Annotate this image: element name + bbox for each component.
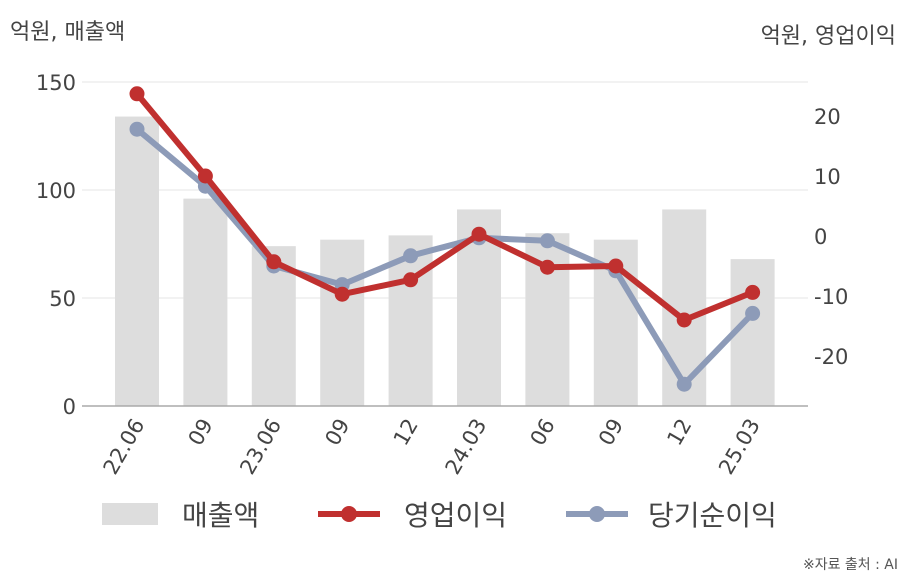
left-tick-label: 150 [36,71,76,95]
legend-label-operating-profit: 영업이익 [404,499,507,532]
x-tick-label: 09 [184,415,218,450]
operating-profit-point-7 [608,258,624,274]
net-income-point-8 [676,376,692,392]
right-tick-label: 0 [814,225,827,249]
operating-profit-point-4 [403,272,419,288]
legend-swatch-revenue [102,503,158,525]
legend-label-revenue: 매출액 [182,499,259,532]
operating-profit-line [134,90,756,323]
x-tick-label: 25.03 [714,415,765,479]
x-tick-label: 22.06 [98,415,149,479]
left-tick-label: 100 [36,179,76,203]
right-tick-label: 10 [814,165,841,189]
bar-1 [183,198,228,406]
x-tick-label: 12 [662,415,696,450]
net-income-point-0 [129,121,145,137]
legend-label-net-income: 당기순이익 [648,499,777,532]
operating-profit-point-1 [197,168,213,184]
operating-profit-point-2 [266,254,282,270]
operating-profit-point-9 [745,284,761,300]
x-tick-label: 12 [389,415,423,450]
net-income-line [134,126,756,388]
operating-profit-point-5 [471,226,487,242]
left-tick-label: 50 [49,287,76,311]
bar-3 [320,239,365,406]
right-tick-label: 20 [814,105,841,129]
operating-profit-point-3 [334,286,350,302]
x-tick-label: 24.03 [440,415,491,479]
operating-profit-point-6 [539,259,555,275]
x-tick-label: 06 [526,415,560,450]
left-tick-label: 0 [63,395,76,419]
legend-marker-net-income [589,506,605,522]
right-axis-unit: 억원, 영업이익 [760,24,896,49]
x-tick-label: 09 [594,415,628,450]
legend-marker-operating-profit [341,506,357,522]
source-note: ※자료 출처 : AI [802,557,898,573]
left-axis-unit: 억원, 매출액 [10,20,126,45]
operating-profit-point-0 [129,86,145,102]
right-tick-label: -10 [814,285,848,309]
x-tick-label: 09 [320,415,354,450]
x-tick-label: 23.06 [235,415,286,479]
net-income-point-6 [539,233,555,249]
operating-profit-point-8 [676,312,692,328]
bar-0 [115,116,159,406]
net-income-point-9 [745,305,761,321]
right-tick-label: -20 [814,345,848,369]
net-income-point-4 [403,248,419,264]
